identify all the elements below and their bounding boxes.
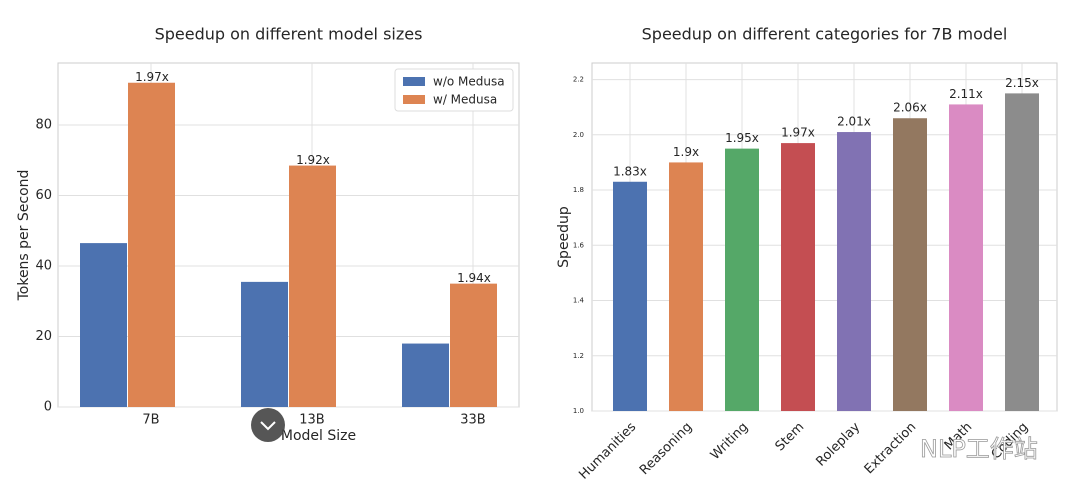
y-tick-label: 20 (35, 329, 52, 344)
value-label: 2.01x (837, 115, 871, 129)
bar (241, 281, 288, 407)
y-tick-label: 1.8 (573, 186, 584, 194)
bar (725, 148, 759, 411)
value-label: 2.15x (1005, 76, 1039, 90)
legend-label: w/ Medusa (433, 93, 497, 107)
y-tick-label: 60 (35, 188, 52, 203)
bar (613, 181, 647, 411)
bar (402, 343, 449, 407)
watermark: NLP工作站 (920, 435, 1038, 463)
x-axis-label: Model Size (281, 428, 356, 444)
bar (669, 162, 703, 411)
bar (837, 132, 871, 412)
y-tick-label: 2.2 (573, 76, 584, 84)
legend-swatch (403, 77, 425, 86)
chart-title: Speedup on different model sizes (155, 25, 423, 44)
bar (781, 143, 815, 411)
y-tick-label: 1.4 (573, 297, 585, 305)
y-tick-label: 1.2 (573, 352, 584, 360)
value-label: 2.06x (893, 101, 927, 115)
y-axis-label: Speedup (556, 206, 572, 268)
chart-title: Speedup on different categories for 7B m… (642, 25, 1008, 44)
bar (949, 104, 983, 411)
value-label: 1.83x (613, 164, 647, 178)
x-tick-label: Humanities (576, 420, 639, 483)
y-tick-label: 40 (35, 259, 52, 274)
bar (450, 283, 497, 407)
value-label: 1.97x (781, 126, 815, 140)
y-tick-label: 1.6 (573, 241, 585, 249)
value-label: 2.11x (949, 87, 983, 101)
y-tick-label: 1.0 (573, 407, 584, 415)
x-tick-label: Stem (773, 420, 808, 455)
bar (1005, 93, 1039, 411)
y-tick-label: 2.0 (573, 131, 584, 139)
legend-label: w/o Medusa (433, 75, 505, 89)
x-tick-label: 33B (460, 413, 485, 428)
value-label: 1.9x (673, 145, 699, 159)
x-tick-label: Roleplay (813, 419, 863, 469)
speedup-label: 1.92x (296, 153, 330, 167)
legend-swatch (403, 95, 425, 104)
x-tick-label: Writing (708, 420, 751, 463)
speedup-label: 1.94x (457, 271, 491, 285)
plot-area (591, 62, 1058, 412)
x-tick-label: Extraction (862, 420, 920, 478)
bar (80, 243, 127, 407)
scroll-button[interactable] (251, 408, 285, 442)
bar (893, 118, 927, 411)
y-tick-label: 0 (44, 400, 52, 415)
speedup-label: 1.97x (135, 70, 169, 84)
plot-area (57, 62, 520, 408)
x-tick-label: 13B (299, 413, 324, 428)
value-label: 1.95x (725, 131, 759, 145)
y-tick-label: 80 (35, 118, 52, 133)
y-axis-label: Tokens per Second (16, 170, 32, 302)
bar (289, 165, 336, 407)
x-tick-label: Reasoning (637, 420, 695, 478)
scroll-icon (260, 421, 276, 431)
x-tick-label: 7B (142, 413, 159, 428)
bar (128, 82, 175, 407)
